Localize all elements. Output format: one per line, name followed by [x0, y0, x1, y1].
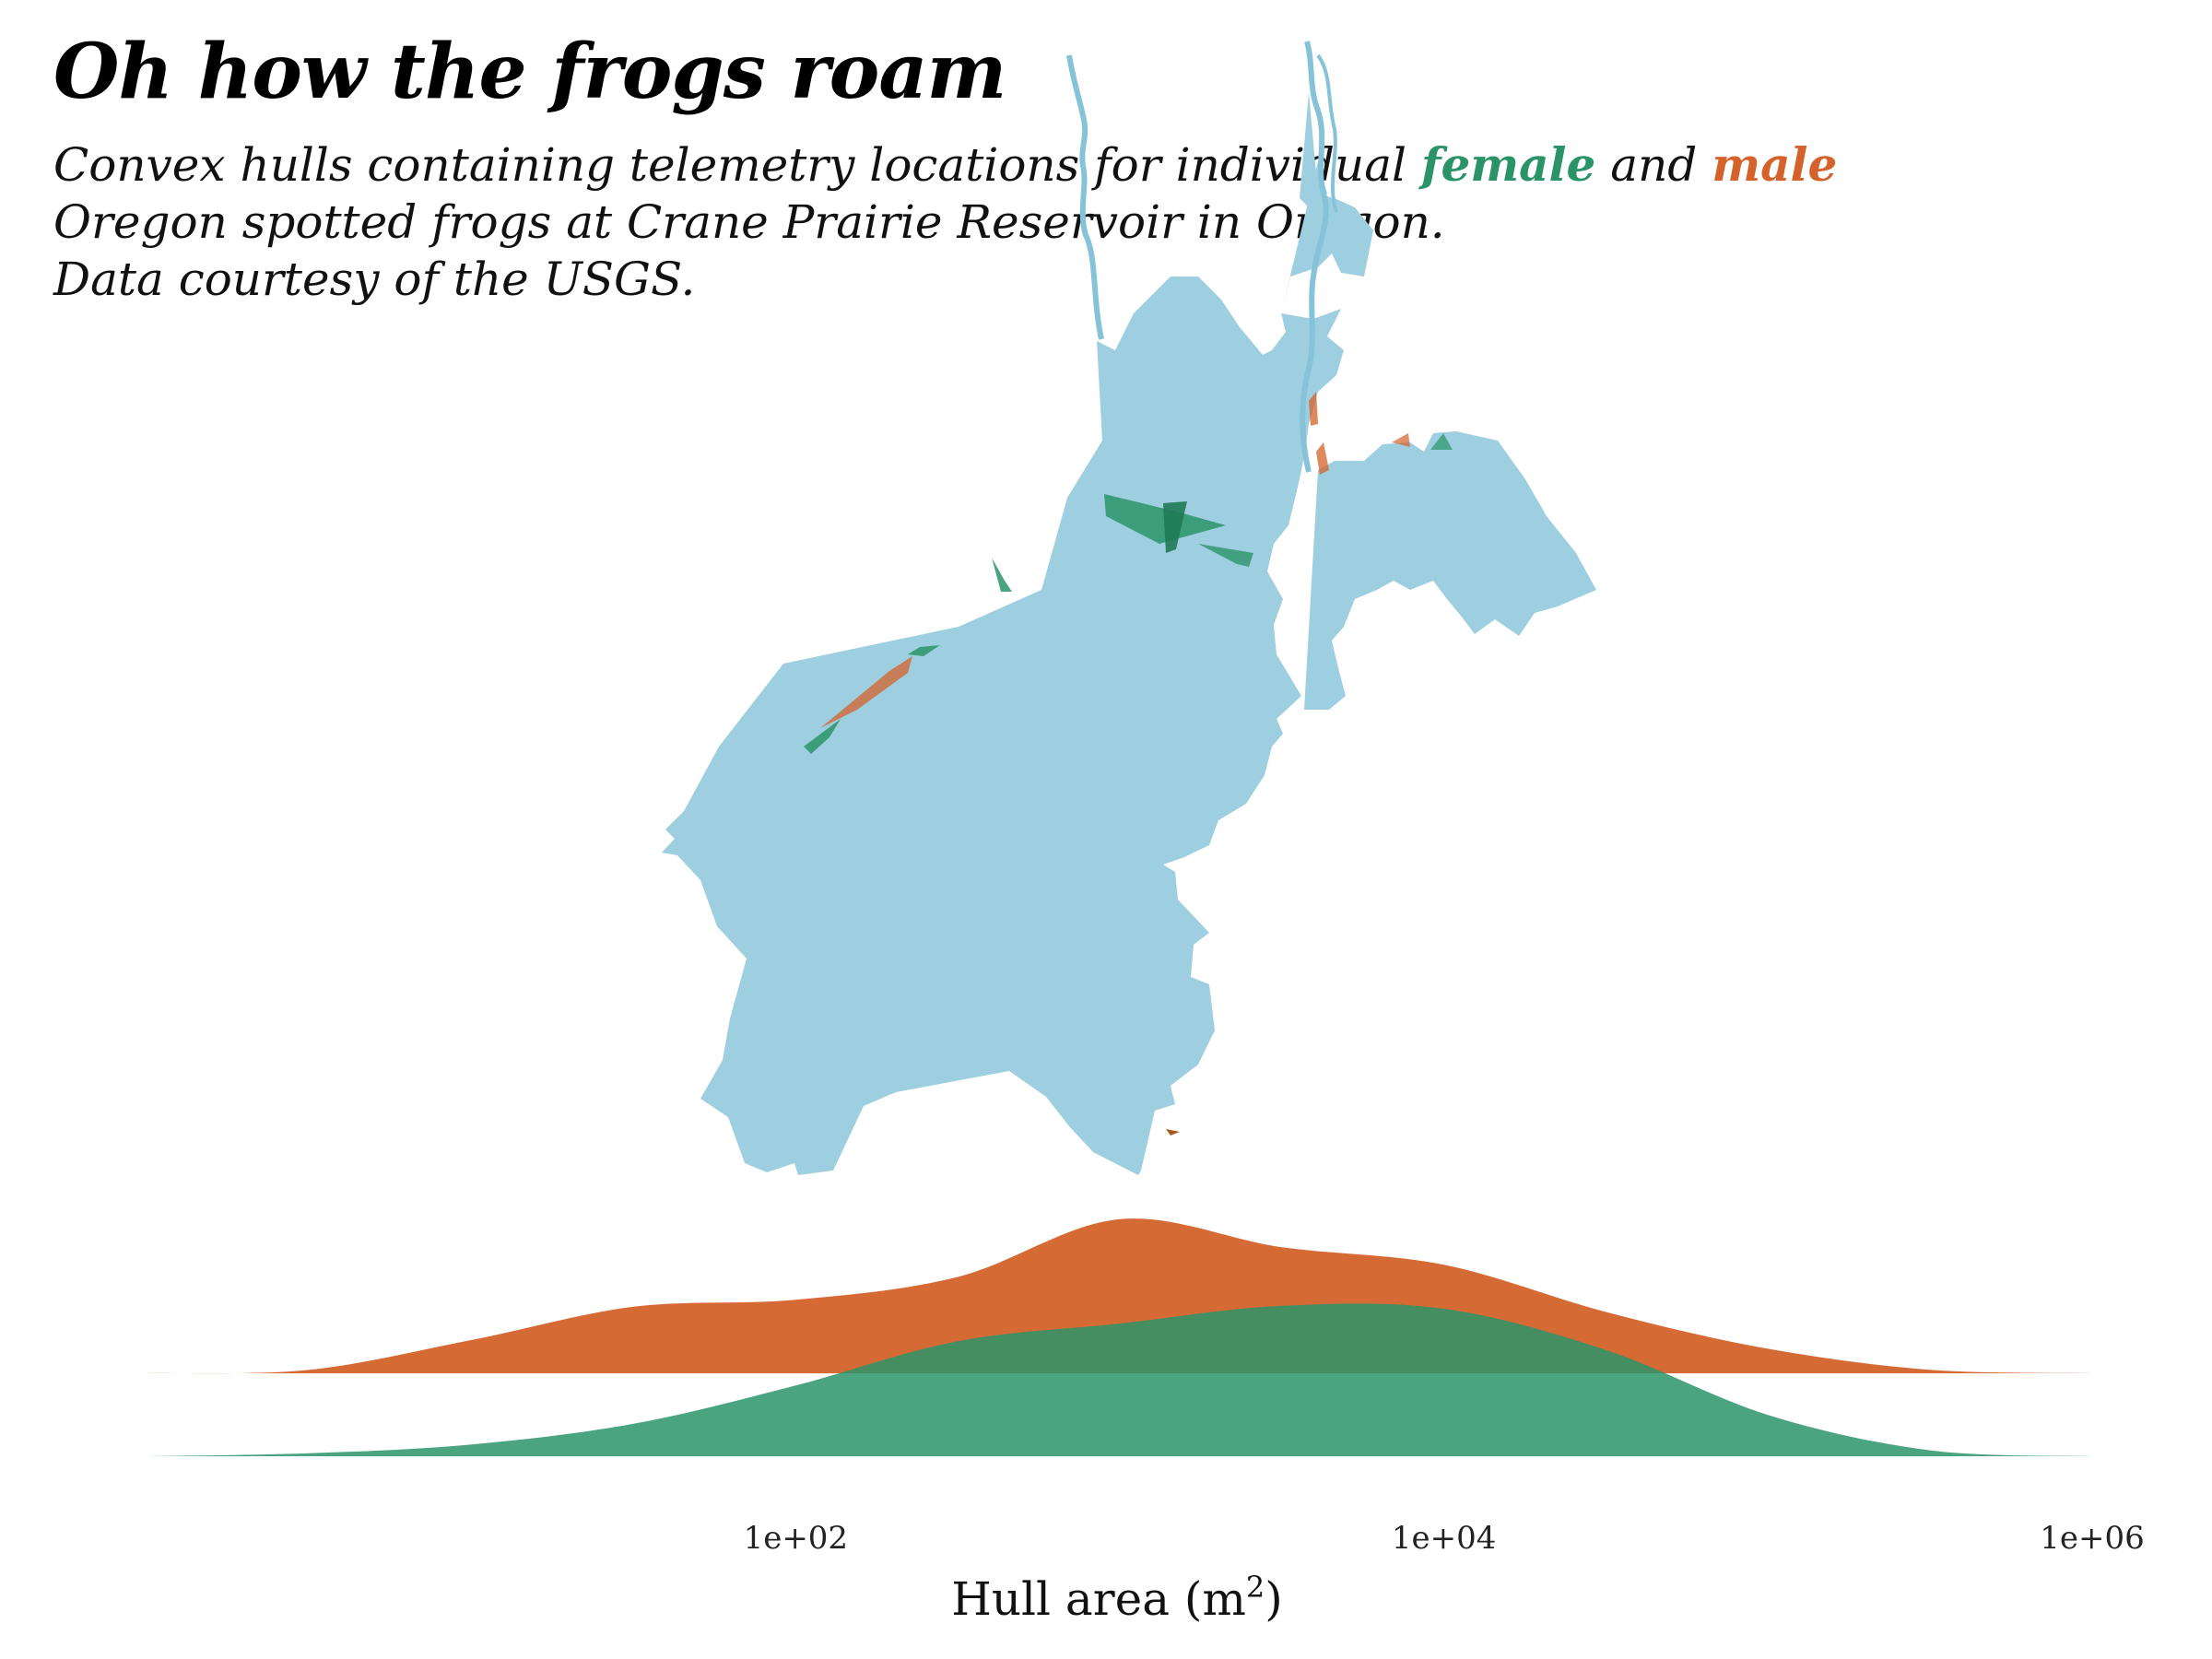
male-density-area [147, 1218, 2092, 1374]
x-axis-title-base: Hull area (m [951, 1572, 1246, 1626]
female-hull [992, 558, 1012, 592]
female-hull [908, 645, 940, 656]
and-word: and [1610, 138, 1698, 192]
reservoir-map [662, 41, 1596, 1175]
chart-title: Oh how the frogs roam [53, 28, 1006, 116]
chart-subtitle: Convex hulls containing telemetry locati… [53, 136, 2081, 308]
x-tick-label: 1e+06 [2040, 1520, 2145, 1557]
x-axis: 1e+02 1e+04 1e+06 [744, 1520, 2145, 1557]
inlet-stream-west [1066, 54, 1104, 340]
female-density-area [147, 1303, 2092, 1456]
subtitle-part1: Convex hulls containing telemetry locati… [53, 138, 1407, 192]
male-keyword: male [1712, 137, 1838, 192]
female-hull [1430, 433, 1453, 450]
x-axis-title-close: ) [1265, 1572, 1283, 1626]
male-hull [1166, 1129, 1180, 1135]
male-hull [1309, 392, 1318, 426]
x-tick-label: 1e+02 [744, 1520, 849, 1557]
reservoir-north-arm [1304, 431, 1596, 710]
x-axis-title: Hull area (m2) [951, 1570, 1282, 1626]
female-hull [1198, 544, 1253, 567]
female-hull [804, 719, 841, 754]
subtitle-line-1: Convex hulls containing telemetry locati… [53, 136, 2081, 194]
subtitle-line-2: Oregon spotted frogs at Crane Prairie Re… [53, 195, 1445, 249]
male-hull [820, 656, 912, 728]
density-ridges [147, 1218, 2092, 1456]
x-axis-title-sup: 2 [1246, 1570, 1265, 1605]
reservoir-water [662, 92, 1373, 1175]
female-hull [1163, 501, 1187, 553]
male-hull [1392, 433, 1410, 447]
female-keyword: female [1420, 137, 1596, 192]
male-hull [1316, 442, 1329, 475]
x-tick-label: 1e+04 [1392, 1520, 1497, 1557]
inlet-stream-north-2 [1316, 53, 1338, 213]
subtitle-line-3: Data courtesy of the USGS. [53, 253, 696, 306]
inlet-stream-north [1300, 41, 1329, 473]
